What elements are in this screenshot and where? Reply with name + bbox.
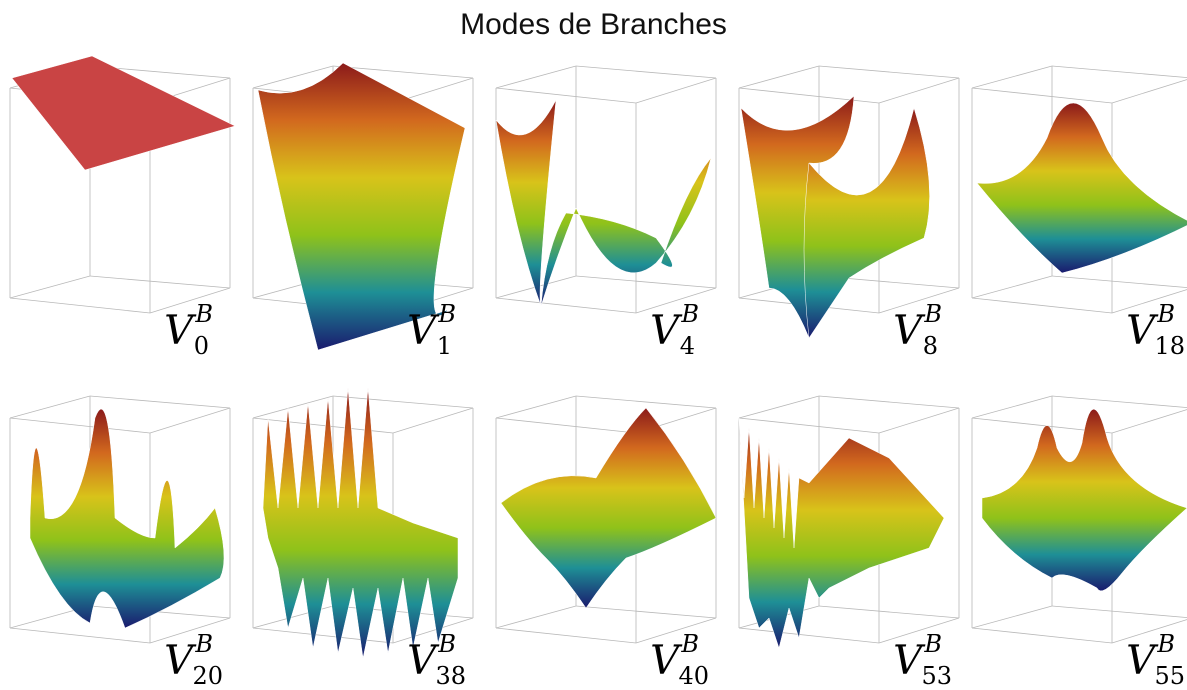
mode-label: V B 20 [133,630,223,690]
mode-label-superscript: B [924,300,942,328]
surface-plot-0 [9,55,236,314]
mode-label-index: 1 [436,332,452,360]
mode-label-superscript: B [195,630,213,658]
axes-box [495,395,717,644]
mode-label-symbol: V [650,638,679,684]
mode-label: V B 55 [1095,630,1185,690]
figure-title: Modes de Branches [460,8,727,41]
surface-plot-18 [971,65,1187,314]
mode-label-index: 38 [435,662,466,690]
mode-label-index: 18 [1154,332,1185,360]
mode-label: V B 18 [1095,300,1185,360]
surface [495,99,712,307]
surface-plot-53 [738,395,960,649]
surface [257,62,466,351]
axes-box [9,65,231,314]
surface-plot-20 [9,395,231,644]
surface-plot-40 [495,395,717,644]
mode-label-index: 40 [678,662,709,690]
mode-label-superscript: B [1157,630,1175,658]
mode-label-superscript: B [438,300,456,328]
mode-panel-18: V B 18 [962,48,1187,360]
mode-label-superscript: B [681,300,699,328]
surface-plot-38 [252,387,474,659]
mode-label-symbol: V [893,638,922,684]
mode-label-symbol: V [893,308,922,354]
mode-panel-38: V B 38 [243,378,480,690]
mode-label-symbol: V [407,638,436,684]
surface-plot-1 [252,62,474,351]
surface [738,417,945,649]
mode-label: V B 53 [862,630,952,690]
axes-box [9,395,231,644]
mode-label-superscript: B [681,630,699,658]
surface [981,409,1187,592]
mode-label-symbol: V [164,638,193,684]
mode-label: V B 38 [376,630,466,690]
mode-label-symbol: V [1126,638,1155,684]
mode-label-superscript: B [924,630,942,658]
mode-label-symbol: V [407,308,436,354]
mode-label-symbol: V [650,308,679,354]
mode-label-superscript: B [1157,300,1175,328]
mode-label-superscript: B [438,630,456,658]
surface-plot-8 [738,65,960,339]
mode-panel-55: V B 55 [962,378,1187,690]
mode-label-index: 53 [921,662,952,690]
surface-plot-55 [971,395,1187,644]
mode-panel-53: V B 53 [729,378,966,690]
surface [11,55,236,171]
mode-label-index: 0 [193,332,209,360]
mode-panel-40: V B 40 [486,378,723,690]
mode-label-index: 4 [679,332,695,360]
mode-label-index: 55 [1154,662,1185,690]
surface [500,407,717,609]
surface [740,95,930,339]
mode-label-symbol: V [164,308,193,354]
surface [29,408,225,629]
mode-label-index: 8 [922,332,938,360]
mode-panel-20: V B 20 [0,378,237,690]
mode-label: V B 40 [619,630,709,690]
mode-label-index: 20 [192,662,223,690]
mode-label-superscript: B [195,300,213,328]
surface-plot-4 [495,65,717,314]
mode-label-symbol: V [1126,308,1155,354]
surface [262,387,459,659]
surface [976,103,1187,274]
